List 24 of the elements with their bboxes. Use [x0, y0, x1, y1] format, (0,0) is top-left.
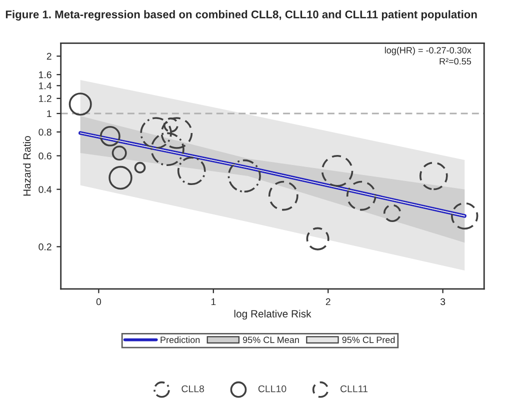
- y-tick-label: 2: [46, 52, 52, 60]
- x-tick-label: 0: [96, 298, 102, 306]
- legend-label: CLL11: [340, 385, 368, 392]
- y-tick-label: 0.4: [38, 186, 52, 193]
- legend-label: Prediction: [160, 336, 200, 344]
- x-tick-label: 3: [440, 298, 446, 306]
- y-tick-label: 1.2: [39, 95, 52, 102]
- y-tick-label: 0.2: [38, 243, 52, 250]
- annotation: R²=0.55: [440, 58, 472, 65]
- y-tick-label: 0.6: [38, 152, 52, 160]
- annotation: log(HR) = -0.27-0.30x: [384, 46, 472, 56]
- y-tick-label: 0.8: [38, 128, 52, 136]
- legend-label: 95% CL Mean: [242, 336, 299, 344]
- chart-title: Figure 1. Meta-regression based on combined CLL8, CLL10 and CLL11 patient population: [6, 10, 477, 21]
- legend-label: CLL10: [258, 385, 286, 392]
- x-tick-label: 1: [211, 298, 216, 306]
- x-tick-label: 2: [326, 298, 330, 306]
- y-tick-label: 1.4: [39, 82, 52, 90]
- y-tick-label: 1: [47, 110, 52, 118]
- legend-label: 95% CL Pred: [342, 336, 395, 344]
- y-tick-label: 1.6: [39, 71, 52, 78]
- x-axis-title: log Relative Risk: [234, 310, 312, 320]
- legend-label: CLL8: [182, 385, 204, 392]
- y-axis-title: Hazard Ratio: [23, 136, 31, 196]
